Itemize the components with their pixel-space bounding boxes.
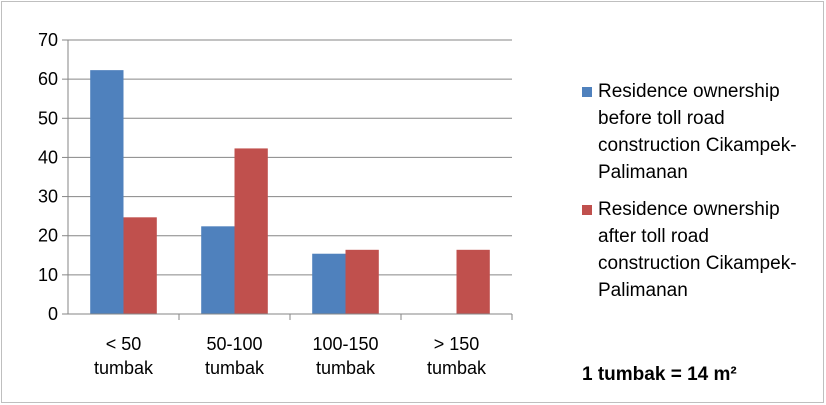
bar bbox=[234, 148, 268, 314]
bar bbox=[201, 226, 235, 314]
bar bbox=[90, 70, 124, 314]
legend-swatch bbox=[582, 205, 592, 215]
y-tick-label: 20 bbox=[38, 226, 58, 246]
x-tick-label: > 150 tumbak bbox=[427, 334, 487, 378]
y-tick-label: 70 bbox=[38, 30, 58, 50]
bar bbox=[123, 217, 157, 314]
x-tick-label: < 50 tumbak bbox=[94, 334, 154, 378]
y-tick-label: 60 bbox=[38, 69, 58, 89]
y-tick-label: 0 bbox=[48, 304, 58, 324]
y-tick-label: 10 bbox=[38, 265, 58, 285]
bar bbox=[312, 253, 346, 314]
y-tick-label: 40 bbox=[38, 147, 58, 167]
x-tick-label: 100-150 tumbak bbox=[312, 334, 378, 378]
legend-label: Residence ownership after toll road cons… bbox=[598, 199, 797, 301]
bar bbox=[345, 249, 379, 314]
bar bbox=[456, 249, 490, 314]
y-tick-label: 30 bbox=[38, 187, 58, 207]
legend: Residence ownership before toll road con… bbox=[582, 78, 812, 314]
y-tick-label: 50 bbox=[38, 108, 58, 128]
legend-entry: Residence ownership before toll road con… bbox=[582, 78, 812, 186]
legend-label: Residence ownership before toll road con… bbox=[598, 81, 797, 183]
legend-swatch bbox=[582, 87, 592, 97]
annotation: 1 tumbak = 14 m² bbox=[582, 364, 737, 385]
legend-entry: Residence ownership after toll road cons… bbox=[582, 196, 812, 304]
x-tick-label: 50-100 tumbak bbox=[205, 334, 265, 378]
